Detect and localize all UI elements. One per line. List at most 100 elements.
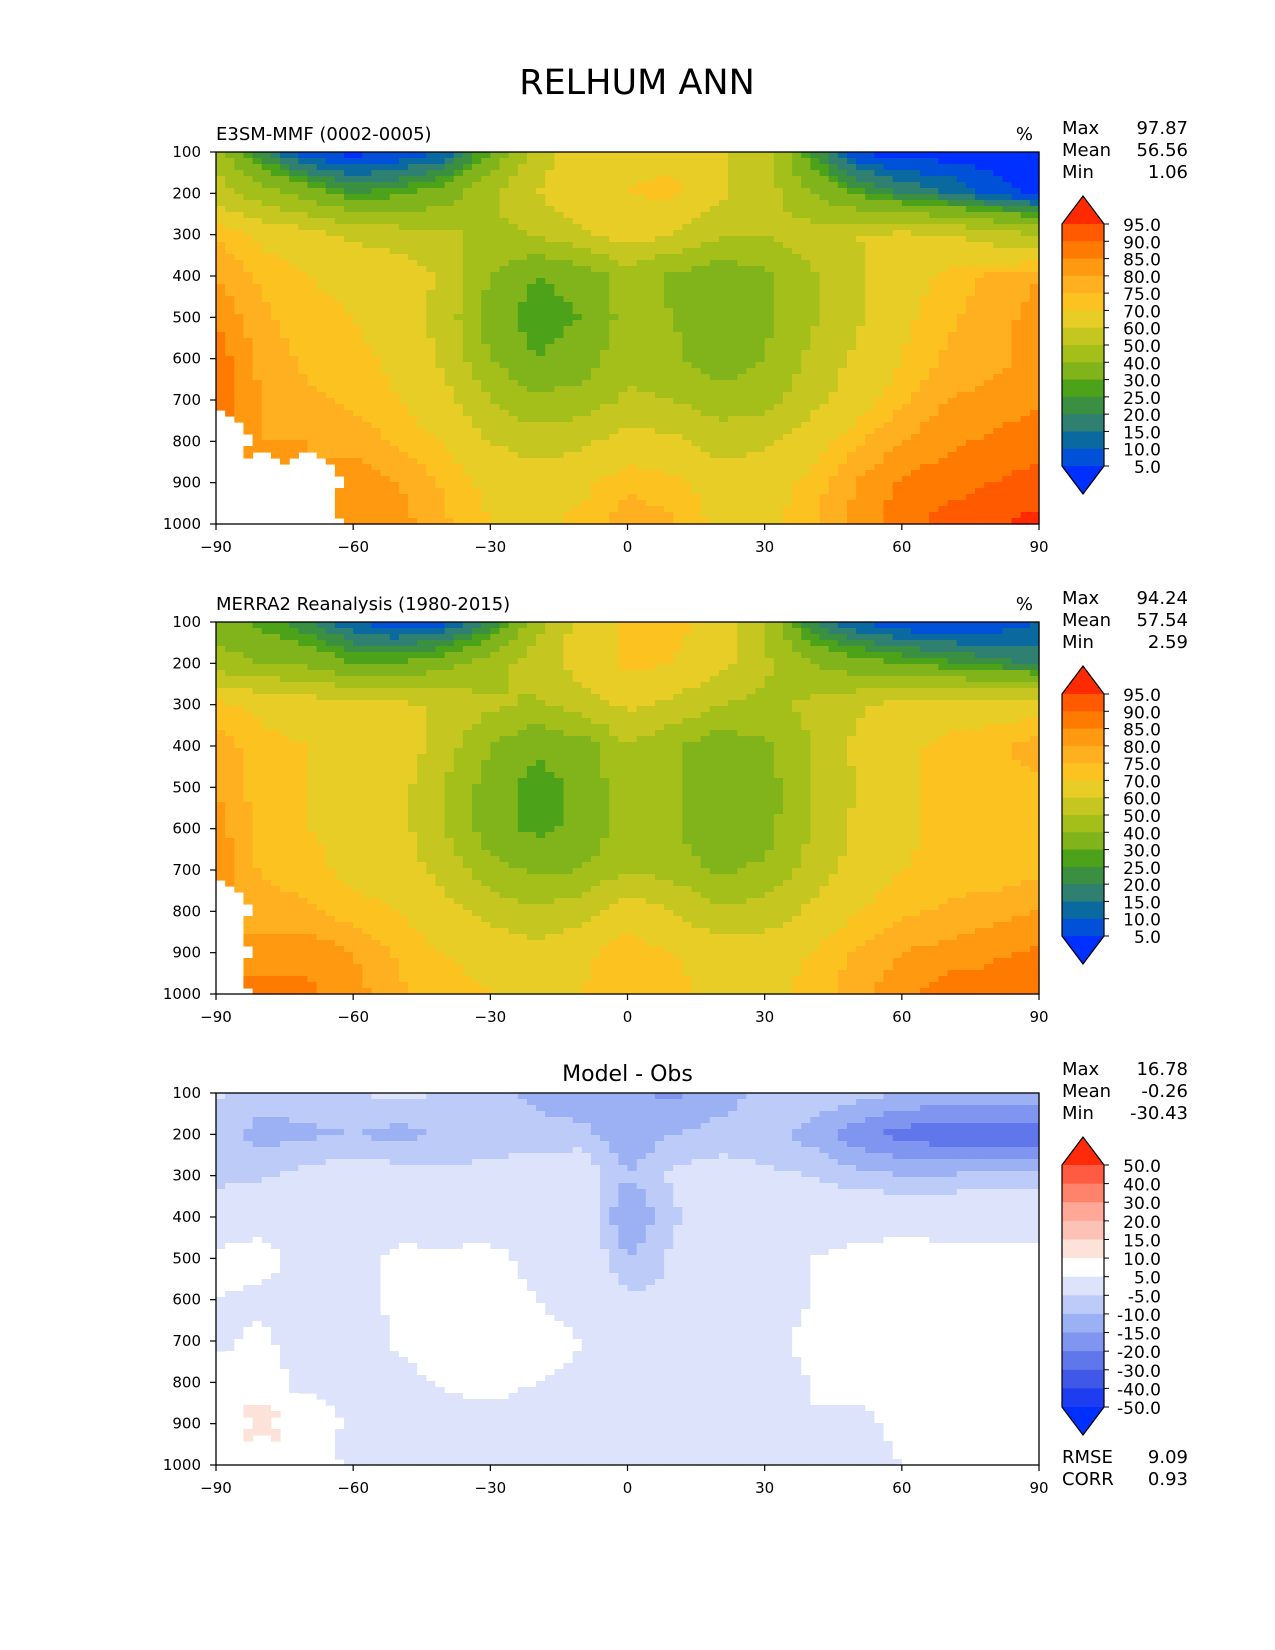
contour-cell	[499, 194, 510, 201]
contour-cell	[334, 248, 345, 255]
contour-cell	[874, 332, 885, 339]
contour-cell	[517, 302, 528, 309]
contour-cell	[764, 248, 775, 255]
contour-cell	[353, 386, 363, 393]
contour-cell	[581, 242, 592, 249]
contour-cell	[435, 194, 446, 201]
contour-cell	[883, 236, 894, 243]
contour-cell	[563, 434, 574, 441]
contour-cell	[563, 224, 574, 231]
contour-cell	[892, 344, 903, 351]
contour-cell	[856, 404, 866, 411]
contour-cell	[362, 278, 373, 285]
contour-cell	[1002, 458, 1013, 465]
contour-cell	[792, 326, 802, 333]
contour-cell	[691, 320, 702, 327]
contour-cell	[1020, 320, 1031, 327]
contour-cell	[334, 380, 345, 387]
contour-cell	[691, 278, 702, 285]
contour-cell	[298, 446, 309, 453]
contour-cell	[325, 170, 336, 177]
contour-cell	[773, 446, 784, 453]
contour-cell	[691, 452, 702, 459]
contour-cell	[856, 266, 866, 273]
contour-cell	[618, 164, 629, 171]
contour-cell	[563, 470, 574, 477]
contour-cell	[572, 206, 583, 213]
contour-cell	[865, 320, 875, 327]
contour-cell	[1020, 248, 1031, 255]
contour-cell	[316, 230, 327, 237]
contour-cell	[883, 266, 894, 273]
contour-cell	[481, 254, 491, 261]
contour-cell	[270, 332, 281, 339]
contour-cell	[947, 290, 958, 297]
contour-cell	[325, 296, 336, 303]
contour-cell	[746, 230, 757, 237]
contour-cell	[517, 470, 528, 477]
contour-cell	[536, 266, 546, 273]
contour-cell	[408, 428, 418, 435]
contour-cell	[408, 254, 418, 261]
contour-cell	[307, 302, 318, 309]
contour-cell	[545, 470, 555, 477]
contour-cell	[325, 344, 336, 351]
contour-cell	[819, 398, 830, 405]
contour-cell	[901, 200, 912, 207]
contour-cell	[691, 404, 702, 411]
contour-cell	[654, 482, 665, 489]
contour-cell	[261, 230, 272, 237]
contour-cell	[243, 302, 254, 309]
contour-cell	[965, 194, 976, 201]
contour-cell	[536, 296, 546, 303]
contour-cell	[334, 296, 345, 303]
contour-cell	[874, 338, 885, 345]
contour-cell	[837, 470, 848, 477]
contour-cell	[298, 272, 309, 279]
contour-cell	[728, 422, 738, 429]
contour-cell	[453, 368, 464, 375]
contour-cell	[764, 440, 775, 447]
contour-cell	[398, 386, 409, 393]
contour-cell	[709, 284, 720, 291]
contour-cell	[316, 392, 327, 399]
contour-cell	[600, 170, 610, 177]
contour-cell	[234, 218, 245, 225]
contour-cell	[261, 344, 272, 351]
contour-cell	[554, 188, 565, 195]
contour-cell	[426, 446, 437, 453]
contour-cell	[728, 440, 738, 447]
contour-cell	[243, 296, 254, 303]
contour-cell	[837, 266, 848, 273]
contour-cell	[545, 410, 555, 417]
contour-cell	[353, 278, 363, 285]
contour-cell	[947, 374, 958, 381]
contour-cell	[234, 200, 245, 207]
contour-cell	[782, 332, 793, 339]
contour-cell	[737, 314, 747, 321]
contour-cell	[261, 416, 272, 423]
contour-cell	[682, 368, 693, 375]
contour-cell	[380, 200, 391, 207]
contour-cell	[453, 314, 464, 321]
contour-cell	[1011, 416, 1022, 423]
contour-cell	[353, 344, 363, 351]
contour-cell	[572, 362, 583, 369]
contour-cell	[700, 152, 711, 159]
contour-cell	[682, 404, 693, 411]
contour-cell	[508, 332, 519, 339]
contour-cell	[280, 416, 290, 423]
contour-cell	[609, 458, 619, 465]
contour-cell	[673, 314, 683, 321]
contour-cell	[1011, 398, 1022, 405]
contour-cell	[901, 260, 912, 267]
contour-cell	[270, 356, 281, 363]
contour-cell	[965, 482, 976, 489]
contour-cell	[1011, 176, 1022, 183]
contour-cell	[737, 458, 747, 465]
contour-cell	[590, 482, 601, 489]
contour-cell	[956, 380, 967, 387]
contour-cell	[362, 338, 373, 345]
contour-cell	[837, 206, 848, 213]
contour-cell	[234, 254, 245, 261]
